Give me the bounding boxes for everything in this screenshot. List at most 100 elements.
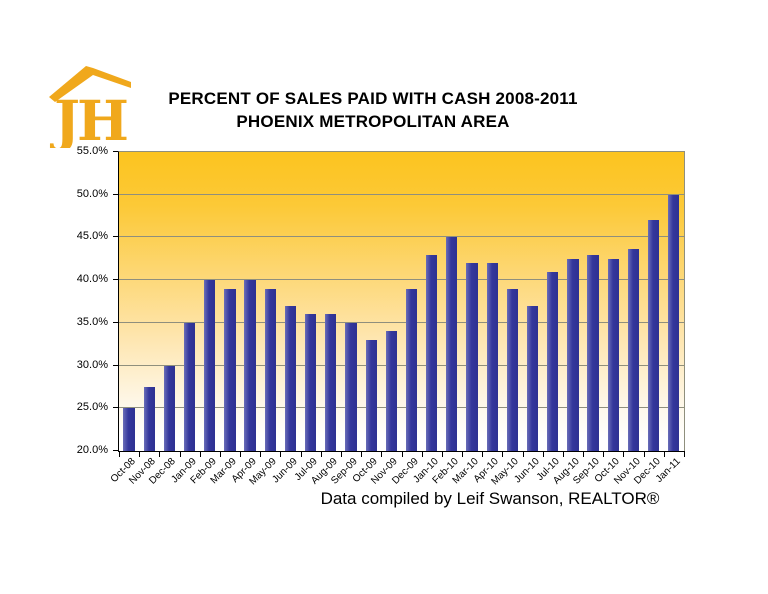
bar-Aug-10 bbox=[567, 258, 579, 451]
x-tick bbox=[401, 451, 403, 457]
x-tick bbox=[482, 451, 484, 457]
bar-Jun-10 bbox=[526, 305, 539, 451]
bar-Nov-08 bbox=[143, 386, 155, 451]
x-tick bbox=[320, 451, 322, 457]
bar-Aug-09 bbox=[325, 314, 337, 451]
x-tick bbox=[502, 451, 504, 457]
x-tick bbox=[421, 451, 423, 457]
gridline bbox=[119, 193, 684, 195]
bar-May-10 bbox=[506, 288, 518, 451]
x-tick bbox=[260, 451, 262, 457]
bar-slot bbox=[341, 152, 361, 451]
x-tick bbox=[139, 451, 141, 457]
x-tick bbox=[623, 451, 625, 457]
bar-Jan-11 bbox=[668, 194, 680, 451]
y-tick bbox=[113, 151, 119, 152]
bar-slot bbox=[422, 152, 442, 451]
bar-Jan-09 bbox=[183, 322, 196, 451]
roof-icon bbox=[49, 66, 131, 102]
bar-series bbox=[119, 152, 684, 451]
bar-slot bbox=[139, 152, 159, 451]
bar-Apr-10 bbox=[486, 263, 498, 451]
bar-slot bbox=[119, 152, 139, 451]
x-tick bbox=[199, 451, 201, 457]
x-tick bbox=[684, 451, 685, 457]
bar-Nov-10 bbox=[627, 248, 640, 451]
x-tick bbox=[159, 451, 161, 457]
x-tick bbox=[441, 451, 443, 457]
x-tick bbox=[280, 451, 282, 457]
x-tick bbox=[119, 451, 120, 457]
y-axis-label: 20.0% bbox=[76, 444, 108, 456]
bar-slot bbox=[260, 152, 280, 451]
gridline bbox=[119, 321, 684, 323]
logo-text: JH bbox=[49, 88, 127, 148]
bar-Oct-10 bbox=[607, 258, 619, 451]
bar-Dec-10 bbox=[647, 220, 660, 451]
y-axis-label: 45.0% bbox=[76, 230, 108, 243]
y-axis-label: 25.0% bbox=[76, 401, 108, 414]
bar-Jan-10 bbox=[426, 254, 438, 451]
y-tick bbox=[113, 321, 119, 323]
bar-Jul-10 bbox=[547, 271, 559, 451]
bar-May-09 bbox=[264, 288, 276, 451]
bar-slot bbox=[462, 152, 482, 451]
y-tick bbox=[113, 407, 119, 409]
page-title: PERCENT OF SALES PAID WITH CASH 2008-201… bbox=[118, 87, 628, 133]
y-axis-label: 40.0% bbox=[76, 273, 108, 286]
x-tick bbox=[361, 451, 363, 457]
title-line-1: PERCENT OF SALES PAID WITH CASH 2008-201… bbox=[168, 89, 578, 108]
bar-slot bbox=[280, 152, 300, 451]
bar-Sep-10 bbox=[587, 254, 599, 451]
x-tick bbox=[522, 451, 524, 457]
bar-slot bbox=[321, 152, 341, 451]
y-tick bbox=[113, 279, 119, 281]
x-tick bbox=[462, 451, 464, 457]
x-tick bbox=[381, 451, 383, 457]
bar-Mar-09 bbox=[224, 288, 236, 451]
gridline bbox=[119, 364, 684, 366]
bar-slot bbox=[643, 152, 663, 451]
bar-Sep-09 bbox=[345, 322, 357, 451]
title-line-2: PHOENIX METROPOLITAN AREA bbox=[236, 112, 510, 131]
bar-slot bbox=[240, 152, 260, 451]
x-tick bbox=[219, 451, 221, 457]
bar-slot bbox=[522, 152, 542, 451]
bar-slot bbox=[502, 152, 522, 451]
jh-logo: JH bbox=[46, 58, 134, 153]
y-tick bbox=[113, 193, 119, 195]
gridline bbox=[119, 236, 684, 238]
bar-slot bbox=[180, 152, 200, 451]
bar-Oct-09 bbox=[365, 339, 377, 451]
bar-slot bbox=[200, 152, 220, 451]
x-tick bbox=[603, 451, 605, 457]
bar-Feb-09 bbox=[204, 280, 216, 451]
bar-Apr-09 bbox=[244, 280, 256, 451]
bar-slot bbox=[381, 152, 401, 451]
bar-slot bbox=[159, 152, 179, 451]
bar-Jul-09 bbox=[304, 314, 317, 451]
plot-area bbox=[118, 151, 685, 457]
bar-slot bbox=[543, 152, 563, 451]
y-axis: 20.0% 25.0% 30.0% 35.0% 40.0% 45.0% 50.0% 55.0% bbox=[40, 145, 119, 456]
bar-slot bbox=[401, 152, 421, 451]
x-tick bbox=[583, 451, 585, 457]
y-tick bbox=[113, 450, 119, 451]
gridline bbox=[119, 279, 684, 281]
x-tick bbox=[179, 451, 181, 457]
bar-slot bbox=[301, 152, 321, 451]
x-tick bbox=[643, 451, 645, 457]
bar-Nov-09 bbox=[385, 331, 397, 451]
x-tick bbox=[340, 451, 342, 457]
y-tick bbox=[113, 236, 119, 238]
x-tick bbox=[542, 451, 544, 457]
bar-Feb-10 bbox=[446, 237, 458, 451]
x-tick bbox=[240, 451, 242, 457]
bar-slot bbox=[664, 152, 684, 451]
credit-text: Data compiled by Leif Swanson, REALTOR® bbox=[320, 489, 660, 508]
bar-slot bbox=[603, 152, 623, 451]
bar-slot bbox=[583, 152, 603, 451]
y-axis-label: 30.0% bbox=[76, 358, 108, 371]
jh-logo-graphic: JH bbox=[49, 66, 131, 153]
y-axis-label: 55.0% bbox=[76, 145, 108, 157]
